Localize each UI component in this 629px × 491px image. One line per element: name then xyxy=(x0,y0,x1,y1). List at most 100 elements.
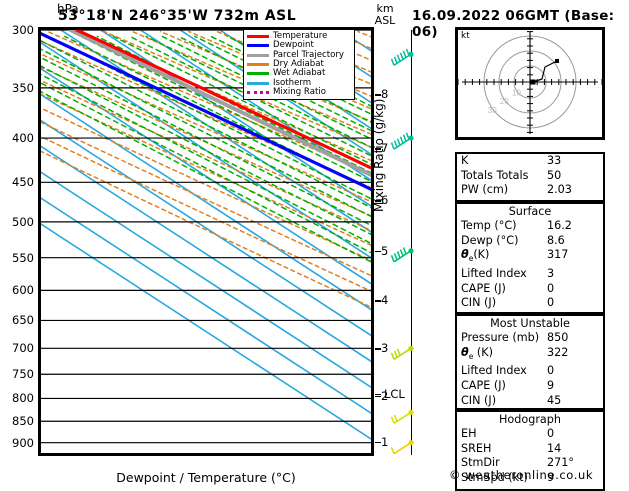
legend-item-label: Wet Adiabat xyxy=(273,68,326,79)
data-row-label: θe (K) xyxy=(461,345,493,361)
pressure-tick-label: 800 xyxy=(12,391,34,406)
station-title: 53°18'N 246°35'W 732m ASL xyxy=(58,8,297,24)
data-row: CIN (J) 0 xyxy=(457,296,603,311)
data-row: Pressure (mb) 850 xyxy=(457,331,603,346)
hodograph-unit-label: kt xyxy=(461,31,470,41)
legend-item: Isotherm xyxy=(247,78,351,87)
altitude-tick-label: 1 xyxy=(381,434,389,449)
mixing-ratio-axis-title: Mixing Ratio (g/kg) xyxy=(372,98,386,212)
altitude-tick-mark xyxy=(375,441,381,444)
data-row-label: CIN (J) xyxy=(461,296,497,310)
data-row: EH 0 xyxy=(457,427,603,442)
svg-text:30: 30 xyxy=(488,106,497,115)
data-row-label: EH xyxy=(461,427,477,440)
data-row: Lifted Index 0 xyxy=(457,364,603,379)
data-row-label: CAPE (J) xyxy=(461,281,506,295)
legend-color-swatch xyxy=(247,81,269,85)
pressure-tick-label: 850 xyxy=(12,414,34,429)
legend-color-swatch xyxy=(247,44,269,48)
pressure-tick-label: 300 xyxy=(12,23,34,37)
data-row-label: CIN (J) xyxy=(461,393,497,407)
altitude-tick-mark xyxy=(375,200,381,202)
pressure-tick-label: 400 xyxy=(12,131,34,146)
altitude-tick-label: 4 xyxy=(381,293,389,308)
data-row-value: 3 xyxy=(547,267,555,281)
surface-panel: Surface Temp (°C) 16.2 Dewp (°C) 8.6 θe(K) 317… xyxy=(455,202,605,314)
data-row-label: Totals Totals xyxy=(461,168,529,182)
data-row: Dewp (°C) 8.6 xyxy=(457,234,603,249)
legend-item-label: Temperature xyxy=(273,31,328,42)
legend-item: Wet Adiabat xyxy=(247,69,351,78)
legend-item: Temperature xyxy=(247,32,351,41)
hodograph-plot[interactable]: 10 20 30 kt xyxy=(455,27,605,140)
pressure-tick-label: 700 xyxy=(12,341,34,356)
altitude-tick-label: 8 xyxy=(381,87,389,102)
data-row-label: CAPE (J) xyxy=(461,379,506,393)
skewt-svg: 12345610152025 xyxy=(41,30,371,444)
legend-item-label: Mixing Ratio xyxy=(273,86,326,97)
data-row: CAPE (J) 9 xyxy=(457,379,603,394)
data-row-value: 0 xyxy=(547,427,555,440)
data-row-label: Lifted Index xyxy=(461,267,527,281)
km-axis-unit-label: km xyxy=(376,2,394,15)
altitude-tick-label: 2 xyxy=(381,389,389,404)
data-row-value: 9 xyxy=(547,470,555,484)
altitude-tick-mark xyxy=(375,94,381,96)
most-unstable-panel: Most Unstable Pressure (mb) 850 θe (K) 322 Li… xyxy=(455,314,605,410)
data-row: PW (cm) 2.03 xyxy=(457,183,603,198)
data-row: θe(K) 317 xyxy=(457,248,603,267)
xaxis-title: Dewpoint / Temperature (°C) xyxy=(116,470,296,485)
altitude-tick-label: 6 xyxy=(381,193,389,208)
data-row: SREH 14 xyxy=(457,442,603,457)
data-row-label: Dewp (°C) xyxy=(461,233,519,247)
wind-barb-column xyxy=(385,27,430,457)
panel-heading: Surface xyxy=(508,205,552,218)
svg-text:10: 10 xyxy=(512,88,521,97)
footer-copyright: © weatheronline.co.uk xyxy=(449,468,594,482)
altitude-tick-label: 3 xyxy=(381,341,389,356)
altitude-tick-mark xyxy=(375,300,381,302)
data-row: Temp (°C) 16.2 xyxy=(457,219,603,234)
lcl-marker-label: LCL xyxy=(384,386,405,401)
pressure-tick-label: 500 xyxy=(12,214,34,229)
data-row: Lifted Index 3 xyxy=(457,267,603,282)
altitude-tick-mark xyxy=(375,148,381,150)
data-row-label: Temp (°C) xyxy=(461,219,517,232)
legend-item-label: Dewpoint xyxy=(273,40,314,51)
legend-item-label: Parcel Trajectory xyxy=(273,49,344,60)
legend-color-swatch xyxy=(247,53,269,57)
data-row-value: 16.2 xyxy=(547,219,572,232)
legend-color-swatch xyxy=(247,72,269,76)
legend-item: Parcel Trajectory xyxy=(247,49,351,60)
forecast-date-title: 16.09.2022 06GMT (Base: 06) xyxy=(412,8,615,40)
data-row-label: θe(K) xyxy=(461,248,490,264)
data-row: StmDir 271° xyxy=(457,456,603,471)
svg-text:20: 20 xyxy=(500,97,509,106)
legend-item: Dewpoint xyxy=(247,41,351,50)
data-row: CIN (J) 45 xyxy=(457,394,603,409)
data-row-label: SREH xyxy=(461,441,492,455)
legend-item-label: Isotherm xyxy=(273,77,312,88)
panel-heading: Most Unstable xyxy=(490,317,570,330)
indices-panel: K 33 Totals Totals 50 PW (cm) 2.03 xyxy=(455,152,605,202)
lcl-tick-mark xyxy=(375,393,381,396)
legend-color-swatch xyxy=(247,90,269,94)
legend-item: Mixing Ratio xyxy=(247,86,351,97)
data-row-label: PW (cm) xyxy=(461,183,509,197)
altitude-tick-mark xyxy=(375,396,381,398)
data-row-value: 2.03 xyxy=(547,183,572,197)
wind-barb-staff xyxy=(411,30,413,455)
data-row-value: 322 xyxy=(547,345,569,359)
data-row-value: 33 xyxy=(547,154,562,167)
data-row-value: 8.6 xyxy=(547,233,565,247)
data-row-label: K xyxy=(461,154,469,167)
data-row-value: 9 xyxy=(547,379,555,393)
data-row-label: Pressure (mb) xyxy=(461,331,540,344)
data-row-value: 0 xyxy=(547,281,555,295)
hodograph-stats-panel: Hodograph EH 0 SREH 14 StmDir 271° StmSpd (kt) 9 xyxy=(455,410,605,491)
legend-item-label: Dry Adiabat xyxy=(273,59,324,70)
data-row-value: 0 xyxy=(547,296,555,310)
pressure-tick-label: 600 xyxy=(12,283,34,298)
data-row-value: 0 xyxy=(547,364,555,378)
pressure-tick-label: 350 xyxy=(12,80,34,95)
